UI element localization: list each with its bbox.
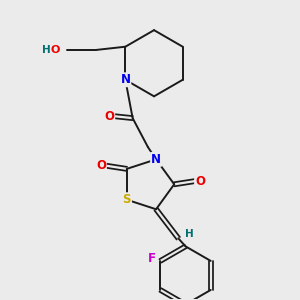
Text: O: O	[96, 159, 106, 172]
Text: O: O	[195, 175, 205, 188]
Text: O: O	[104, 110, 114, 123]
Text: O: O	[51, 45, 60, 55]
Text: S: S	[122, 193, 131, 206]
Text: N: N	[151, 153, 161, 166]
Text: N: N	[120, 73, 130, 86]
Text: F: F	[148, 252, 155, 266]
Text: H: H	[42, 45, 51, 55]
Text: H: H	[185, 229, 194, 239]
